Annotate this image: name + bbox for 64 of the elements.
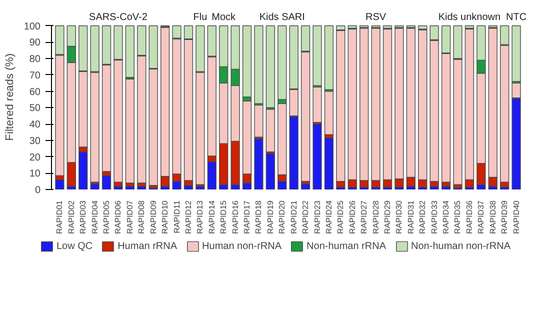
annotation: NTC (506, 12, 527, 23)
x-tick-label: RAPID10 (160, 200, 170, 234)
x-tick-label: RAPID15 (219, 200, 228, 234)
annotation: Kids unknown (438, 12, 501, 23)
x-tick-label: RAPID07 (125, 200, 134, 234)
y-tick-label: 40 (29, 120, 41, 131)
legend-label: Human rRNA (118, 240, 178, 252)
x-tick-label: RAPID39 (500, 200, 510, 234)
x-tick-label: RAPID12 (184, 200, 193, 234)
x-tick-label: RAPID29 (383, 200, 392, 234)
x-tick-label: RAPID19 (266, 200, 275, 234)
y-tick-label: 80 (29, 54, 41, 66)
annotation: Flu (193, 12, 208, 23)
y-tick-label: 20 (29, 152, 41, 164)
legend-label: Non-human rRNA (306, 240, 386, 252)
x-tick-label: RAPID30 (394, 200, 404, 234)
annotation: Mock (212, 12, 237, 23)
x-tick-label: RAPID35 (453, 200, 462, 234)
x-tick-label: RAPID02 (66, 200, 76, 234)
x-tick-label: RAPID01 (55, 200, 64, 234)
annotation: RSV (366, 12, 386, 23)
x-tick-label: RAPID16 (230, 200, 240, 234)
x-tick-label: RAPID09 (148, 200, 158, 234)
x-tick-label: RAPID34 (442, 200, 451, 234)
y-tick-label: 100 (24, 21, 41, 32)
y-tick-label: 30 (29, 136, 41, 147)
x-tick-label: RAPID05 (102, 200, 112, 234)
legend-label: Low QC (56, 240, 93, 252)
x-tick-label: RAPID03 (78, 200, 88, 234)
x-tick-label: RAPID24 (324, 200, 334, 234)
y-tick-label: 0 (34, 185, 41, 196)
x-tick-label: RAPID31 (406, 200, 416, 234)
y-tick-label: 70 (29, 70, 41, 82)
annotation: SARS-CoV-2 (89, 12, 148, 23)
x-tick-label: RAPID36 (464, 200, 474, 234)
x-tick-label: RAPID06 (114, 200, 123, 234)
legend-label: Non-human non-rRNA (411, 240, 511, 252)
y-tick-label: 60 (29, 86, 41, 98)
x-tick-label: RAPID04 (90, 200, 100, 234)
x-tick-label: RAPID20 (278, 200, 287, 234)
x-tick-label: RAPID32 (418, 200, 428, 234)
x-tick-label: RAPID23 (312, 200, 322, 234)
x-tick-label: RAPID26 (348, 200, 357, 234)
x-tick-label: RAPID25 (336, 200, 346, 234)
x-tick-label: RAPID37 (476, 200, 486, 234)
y-tick-label: 10 (29, 168, 41, 180)
x-tick-label: RAPID38 (488, 200, 498, 234)
annotation: Kids SARI (259, 12, 305, 23)
x-tick-label: RAPID18 (254, 200, 264, 234)
x-tick-label: RAPID33 (430, 200, 439, 234)
y-axis-title: Filtered reads (%) (4, 53, 16, 141)
legend-label: Human non-rRNA (202, 240, 282, 252)
x-tick-label: RAPID22 (301, 200, 310, 234)
y-tick-label: 90 (29, 38, 41, 49)
x-tick-label: RAPID28 (371, 200, 380, 234)
x-tick-label: RAPID27 (360, 200, 369, 234)
x-tick-label: RAPID11 (172, 200, 182, 234)
y-tick-label: 50 (29, 103, 41, 114)
x-tick-label: RAPID13 (196, 200, 205, 234)
x-tick-label: RAPID40 (512, 200, 521, 234)
x-tick-label: RAPID21 (289, 200, 298, 234)
x-tick-label: RAPID17 (242, 200, 252, 234)
x-tick-label: RAPID08 (137, 200, 146, 234)
x-tick-label: RAPID14 (207, 200, 216, 234)
